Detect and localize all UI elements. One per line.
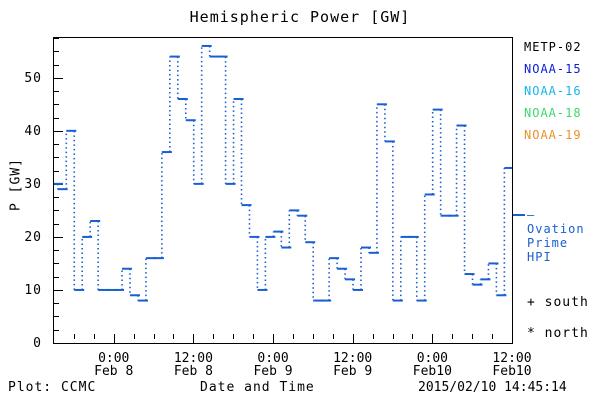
x-tick-major [353, 334, 354, 343]
x-tick-minor [94, 334, 95, 339]
y-tick-major [54, 237, 63, 238]
y-tick-label: 50 [24, 70, 42, 86]
timestamp: 2015/02/10 14:45:14 [418, 380, 567, 395]
x-tick-minor [253, 334, 254, 339]
y-tick-minor [54, 171, 59, 172]
y-tick-label: 10 [24, 282, 42, 298]
y-tick-minor [54, 330, 59, 331]
y-tick-label: 0 [33, 336, 42, 351]
y-tick-minor [54, 38, 59, 39]
x-tick-minor [233, 334, 234, 339]
south-marker-label: + south [527, 295, 589, 310]
x-tick-minor [74, 334, 75, 339]
x-tick-minor [173, 334, 174, 339]
x-tick-minor [134, 334, 135, 339]
y-tick-minor [54, 104, 59, 105]
x-tick-label: 0:00 Feb10 [412, 351, 452, 379]
y-tick-minor [54, 316, 59, 317]
x-tick-minor [492, 334, 493, 339]
ovation-line-1: — Ovation [527, 208, 585, 236]
y-tick-minor [54, 224, 59, 225]
x-tick-major [114, 334, 115, 343]
y-tick-minor [54, 263, 59, 264]
x-tick-minor [412, 334, 413, 339]
plot-area [54, 38, 513, 344]
y-tick-major [54, 290, 63, 291]
x-tick-label: 0:00 Feb 8 [94, 351, 134, 379]
x-tick-minor [293, 334, 294, 339]
x-tick-minor [313, 334, 314, 339]
x-tick-major [273, 334, 274, 343]
plot-frame [53, 37, 513, 344]
x-tick-minor [373, 334, 374, 339]
plot-credit: Plot: CCMC [8, 380, 97, 395]
y-tick-major [54, 78, 63, 79]
ovation-legend-dash [513, 214, 525, 216]
x-tick-major [193, 334, 194, 343]
legend-entry[interactable]: METP-02 [524, 40, 582, 54]
y-tick-minor [54, 303, 59, 304]
x-tick-major [432, 334, 433, 343]
x-tick-label: 0:00 Feb 9 [253, 351, 293, 379]
x-tick-minor [393, 334, 394, 339]
y-tick-minor [54, 277, 59, 278]
y-tick-major [54, 131, 63, 132]
x-tick-minor [154, 334, 155, 339]
north-marker-label: * north [527, 326, 589, 341]
legend-entry[interactable]: NOAA-15 [524, 62, 582, 76]
x-tick-minor [333, 334, 334, 339]
y-tick-minor [54, 144, 59, 145]
legend-entry[interactable]: NOAA-18 [524, 106, 582, 120]
y-tick-minor [54, 65, 59, 66]
legend-entry[interactable]: NOAA-19 [524, 128, 582, 142]
x-tick-minor [472, 334, 473, 339]
ovation-line-2: Prime HPI [527, 236, 569, 264]
x-tick-minor [213, 334, 214, 339]
x-tick-label: 12:00 Feb10 [492, 351, 532, 379]
x-axis-label: Date and Time [200, 380, 315, 395]
chart-title: Hemispheric Power [GW] [189, 8, 411, 26]
legend: METP-02 NOAA-15 NOAA-16 NOAA-18 NOAA-19 [524, 40, 582, 150]
y-tick-minor [54, 51, 59, 52]
y-tick-label: 40 [24, 123, 42, 139]
ovation-legend-label: — Ovation Prime HPI [527, 208, 600, 264]
x-tick-label: 12:00 Feb 9 [333, 351, 373, 379]
data-series-ovation [54, 44, 513, 302]
x-tick-minor [452, 334, 453, 339]
y-tick-label: 30 [24, 176, 42, 192]
y-tick-minor [54, 197, 59, 198]
x-tick-label: 12:00 Feb 8 [173, 351, 213, 379]
y-tick-minor [54, 118, 59, 119]
y-tick-minor [54, 91, 59, 92]
y-tick-label: 20 [24, 229, 42, 245]
y-tick-minor [54, 157, 59, 158]
legend-entry[interactable]: NOAA-16 [524, 84, 582, 98]
y-tick-minor [54, 210, 59, 211]
y-tick-minor [54, 250, 59, 251]
